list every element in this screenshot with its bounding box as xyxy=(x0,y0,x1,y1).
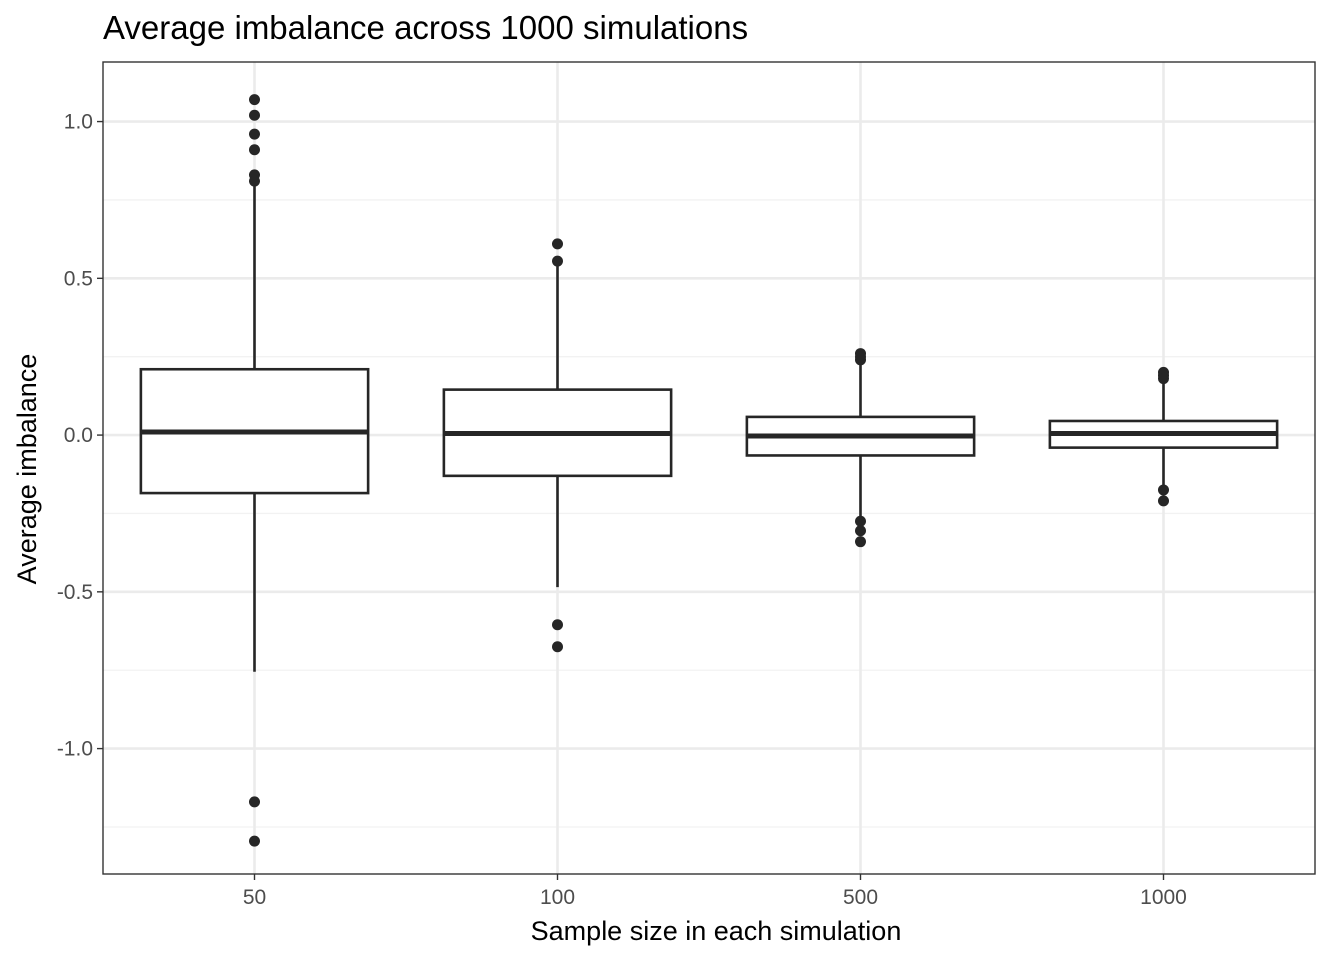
y-tick-label: 1.0 xyxy=(64,111,93,134)
box-group-1000 xyxy=(1048,366,1279,507)
panel-border xyxy=(102,61,1316,875)
outlier-point xyxy=(552,619,563,631)
y-tick-label: -0.5 xyxy=(57,581,93,604)
box-group-500 xyxy=(745,348,976,548)
y-tick-label: -1.0 xyxy=(57,738,93,761)
x-tick-label: 500 xyxy=(843,886,878,909)
box-marks xyxy=(139,94,1279,847)
x-tick-label: 100 xyxy=(540,886,575,909)
outlier-point xyxy=(249,128,260,140)
y-axis: 1.0 0.5 0.0 -0.5 -1.0 xyxy=(57,111,103,761)
box-group-100 xyxy=(442,238,673,653)
x-tick-label: 1000 xyxy=(1140,886,1187,909)
x-tick-label: 50 xyxy=(243,886,266,909)
y-tick-label: 0.5 xyxy=(64,267,93,290)
x-axis: 50 100 500 1000 xyxy=(243,874,1187,909)
outlier-point xyxy=(552,255,563,267)
box-group-50 xyxy=(139,94,370,847)
outlier-point xyxy=(1158,495,1169,507)
outlier-point xyxy=(552,238,563,250)
outlier-point xyxy=(855,515,866,527)
outlier-point xyxy=(249,835,260,847)
outlier-point xyxy=(855,536,866,548)
outlier-point xyxy=(855,525,866,537)
outlier-point xyxy=(552,641,563,653)
outlier-point xyxy=(249,109,260,121)
outlier-point xyxy=(855,354,866,366)
outlier-point xyxy=(249,796,260,808)
y-axis-title: Average imbalance xyxy=(12,354,42,585)
y-tick-label: 0.0 xyxy=(64,424,93,447)
outlier-point xyxy=(1158,484,1169,496)
chart-title: Average imbalance across 1000 simulation… xyxy=(103,9,748,46)
outlier-point xyxy=(249,94,260,106)
outlier-point xyxy=(249,144,260,156)
outlier-point xyxy=(1158,373,1169,385)
outlier-point xyxy=(249,175,260,187)
x-axis-title: Sample size in each simulation xyxy=(531,916,902,946)
